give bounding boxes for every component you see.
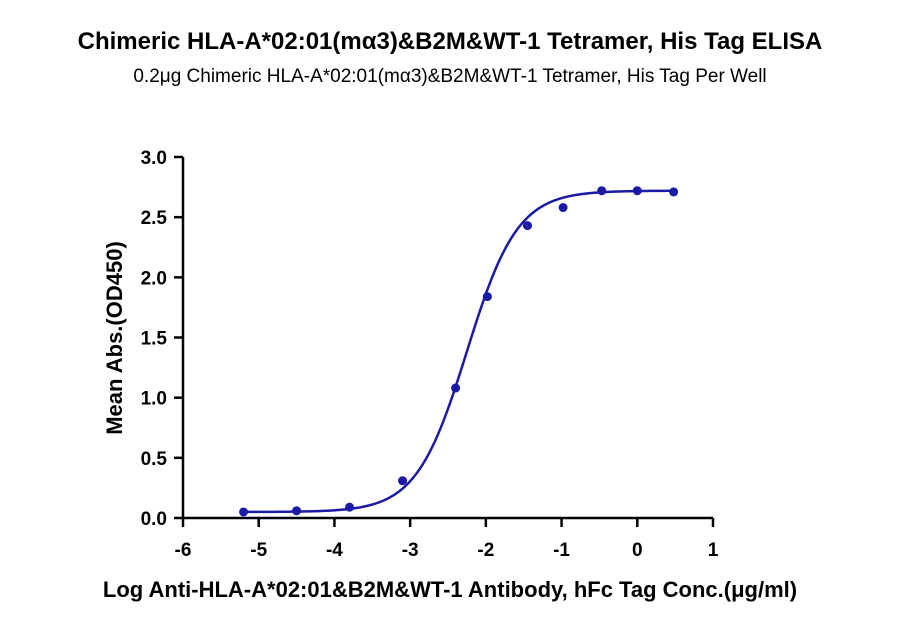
y-tick-label: 0.0 xyxy=(141,509,167,530)
axes: -6 -5 -4 -3 -2 -1 0 1 0.0 0.5 1.0 1.5 2.0 2.5 3.0 xyxy=(141,148,719,561)
y-axis-title: Mean Abs.(OD450) xyxy=(102,241,127,435)
data-point xyxy=(482,292,492,302)
x-axis-title: Log Anti-HLA-A*02:01&B2M&WT-1 Antibody, … xyxy=(103,577,797,602)
data-points-layer xyxy=(239,186,679,517)
data-point xyxy=(669,187,679,197)
x-tick-label: -5 xyxy=(250,540,267,561)
data-point xyxy=(523,221,532,231)
data-point xyxy=(632,186,642,196)
data-point xyxy=(292,506,302,516)
x-tick-label: -1 xyxy=(553,540,570,561)
x-tick-label: -2 xyxy=(477,540,494,561)
y-tick-label: 1.5 xyxy=(141,329,168,350)
chart-subtitle: 0.2μg Chimeric HLA-A*02:01(mα3)&B2M&WT-1… xyxy=(133,66,767,87)
y-tick-label: 3.0 xyxy=(141,148,167,169)
data-point xyxy=(398,476,408,486)
x-tick-label: -3 xyxy=(402,540,419,561)
fit-curve xyxy=(243,189,674,514)
fit-curve-layer xyxy=(243,189,674,514)
y-tick-label: 1.0 xyxy=(141,389,167,410)
y-tick-label: 2.0 xyxy=(141,268,167,289)
chart-title: Chimeric HLA-A*02:01(mα3)&B2M&WT-1 Tetra… xyxy=(77,28,823,55)
x-tick-label: -4 xyxy=(326,540,343,561)
data-point xyxy=(558,203,568,213)
data-point xyxy=(239,507,249,517)
x-tick-label: -6 xyxy=(175,540,192,561)
x-tick-label: 1 xyxy=(708,540,719,561)
data-point xyxy=(597,186,607,196)
data-point xyxy=(345,502,355,512)
y-tick-label: 2.5 xyxy=(141,208,168,229)
data-point xyxy=(451,383,461,393)
y-tick-label: 0.5 xyxy=(141,449,168,470)
x-tick-label: 0 xyxy=(632,540,643,561)
